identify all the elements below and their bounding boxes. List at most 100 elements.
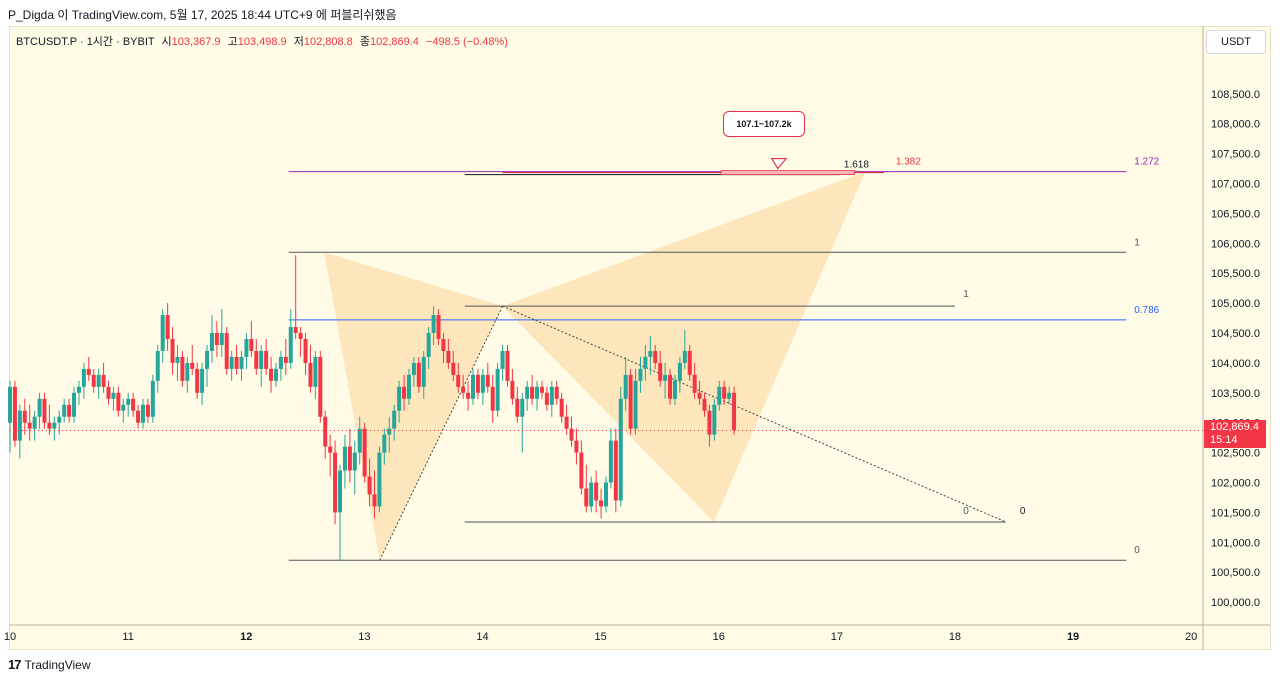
candle-body <box>569 428 574 441</box>
x-tick-label: 20 <box>1185 631 1197 643</box>
candle-body <box>209 333 214 351</box>
pattern-triangle-bcd <box>502 171 866 522</box>
candle-body <box>392 410 397 429</box>
candle-body <box>727 392 732 399</box>
x-tick-label: 16 <box>713 631 725 643</box>
x-tick-label: 18 <box>949 631 961 643</box>
candle-body <box>17 410 22 441</box>
candle-body <box>658 362 663 381</box>
candle-body <box>397 386 402 411</box>
candle-body <box>574 440 579 453</box>
y-tick-label: 106,000.0 <box>1211 238 1260 250</box>
candle-body <box>273 368 278 381</box>
high-value: 103,498.9 <box>237 36 287 48</box>
candle-body <box>633 380 638 429</box>
candle-body <box>269 368 274 381</box>
candle-body <box>426 333 431 357</box>
candle-body <box>224 333 229 369</box>
candle-body <box>599 500 604 507</box>
fib-label-0-786: 0.786 <box>1134 305 1159 316</box>
candle-body <box>406 374 411 399</box>
y-tick-label: 106,500.0 <box>1211 208 1260 220</box>
candle-body <box>170 338 175 363</box>
fib-mid-label-1-618: 1.618 <box>844 160 869 171</box>
candle-body <box>303 338 308 363</box>
candle-body <box>126 398 131 405</box>
candle-body <box>387 428 392 435</box>
candle-body <box>539 386 544 393</box>
close-label: 종 <box>359 36 370 48</box>
x-tick-label: 19 <box>1067 631 1079 643</box>
x-tick-label: 14 <box>476 631 488 643</box>
x-tick-label: 12 <box>240 631 252 643</box>
y-tick-label: 107,000.0 <box>1211 179 1260 191</box>
candle-body <box>535 386 540 399</box>
y-tick-label: 107,500.0 <box>1211 149 1260 161</box>
candle-body <box>239 356 244 369</box>
symbol-name[interactable]: BTCUSDT.P · 1시간 · BYBIT <box>16 36 155 48</box>
candle-body <box>180 356 185 381</box>
candle-body <box>278 356 283 369</box>
candle-body <box>559 398 564 417</box>
candle-body <box>382 434 387 453</box>
candle-body <box>67 404 72 417</box>
candle-body <box>697 392 702 399</box>
candle-body <box>259 350 264 369</box>
candle-body <box>150 380 155 417</box>
candle-body <box>643 356 648 369</box>
candle-body <box>589 482 594 507</box>
candle-body <box>175 356 180 363</box>
candle-body <box>608 440 613 483</box>
candle-body <box>308 362 313 387</box>
candle-body <box>185 362 190 381</box>
current-price-badge: 102,869.4 15:14 <box>1204 420 1266 448</box>
fib-mid-label-1-382: 1.382 <box>896 157 921 168</box>
candle-body <box>682 350 687 363</box>
candle-body <box>515 398 520 417</box>
currency-unit-button[interactable]: USDT <box>1206 30 1266 54</box>
candle-body <box>594 482 599 501</box>
candle-body <box>318 356 323 417</box>
fib-label-0: 0 <box>1134 545 1140 556</box>
candle-body <box>81 368 86 387</box>
candle-body <box>57 416 62 423</box>
candle-body <box>456 374 461 387</box>
candle-body <box>195 368 200 393</box>
candle-body <box>86 368 91 375</box>
candle-body <box>530 386 535 399</box>
candle-body <box>446 350 451 363</box>
candle-body <box>623 374 628 399</box>
candle-body <box>485 374 490 387</box>
candle-body <box>352 452 357 471</box>
candle-body <box>121 404 126 411</box>
candle-body <box>62 404 67 417</box>
y-tick-label: 108,000.0 <box>1211 119 1260 131</box>
fib-label-1-272: 1.272 <box>1134 157 1159 168</box>
footer-brand[interactable]: 17 TradingView <box>8 657 91 672</box>
candle-body <box>32 416 37 429</box>
x-tick-label: 10 <box>4 631 16 643</box>
candle-body <box>200 368 205 393</box>
candle-body <box>549 386 554 405</box>
candle-body <box>136 410 141 423</box>
candle-body <box>27 422 32 429</box>
candle-body <box>165 315 170 339</box>
candle-body <box>155 350 160 381</box>
x-tick-label: 17 <box>831 631 843 643</box>
candle-body <box>72 392 77 417</box>
candle-body <box>702 398 707 411</box>
candle-body <box>313 356 318 387</box>
candle-body <box>76 386 81 393</box>
y-tick-label: 100,000.0 <box>1211 597 1260 609</box>
candle-body <box>672 380 677 399</box>
candle-body <box>42 398 47 423</box>
candle-body <box>106 386 111 399</box>
candle-body <box>264 350 269 369</box>
candle-body <box>692 374 697 393</box>
trendline-bd <box>502 305 1006 523</box>
candle-body <box>480 374 485 393</box>
candle-body <box>288 327 293 363</box>
x-tick-label: 11 <box>122 631 133 643</box>
publish-caption: P_Digda 이 TradingView.com, 5월 17, 2025 1… <box>8 8 397 22</box>
